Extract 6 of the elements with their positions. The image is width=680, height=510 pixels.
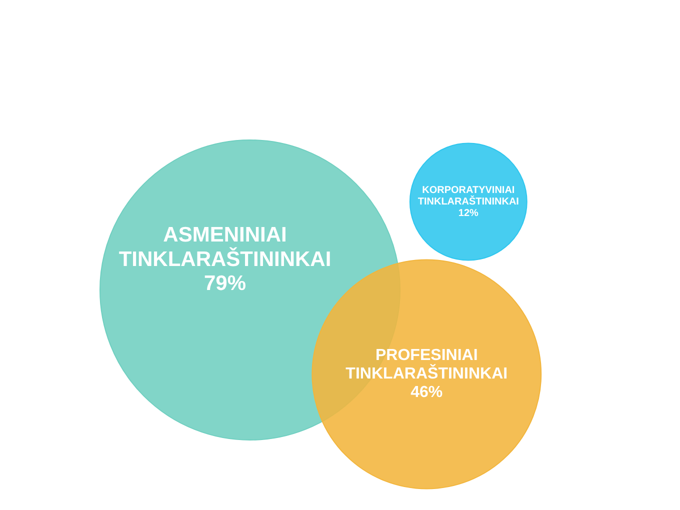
category-label: PROFESINIAI TINKLARAŠTININKAI [346,346,508,383]
data-label: 79% [204,272,246,295]
category-label: KORPORATYVINIAI TINKLARAŠTININKAI [418,185,520,208]
data-label: 12% [458,208,479,220]
category-label: ASMENINIAI TINKLARAŠTININKAI [118,224,332,271]
data-label: 46% [410,383,443,402]
